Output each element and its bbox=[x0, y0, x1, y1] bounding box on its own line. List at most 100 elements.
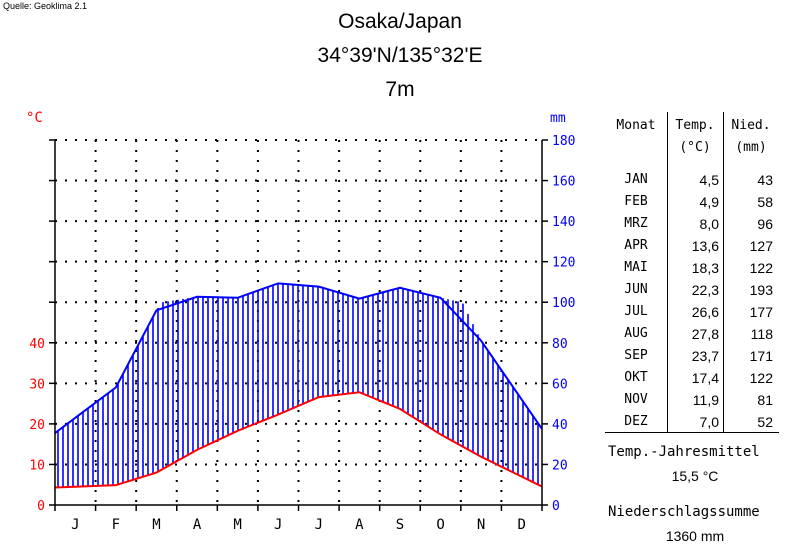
table-row: APR 13,6 127 bbox=[605, 238, 795, 260]
left-axis-tick-label: 0 bbox=[37, 499, 45, 514]
table-row: NOV 11,9 81 bbox=[605, 392, 795, 414]
row-precip: 52 bbox=[757, 414, 773, 430]
left-axis-tick-label: 10 bbox=[29, 458, 45, 473]
row-month: OKT bbox=[624, 370, 648, 385]
row-precip: 171 bbox=[749, 348, 773, 364]
precipitation-area bbox=[54, 282, 543, 488]
row-precip: 96 bbox=[757, 216, 773, 232]
table-row: MAI 18,3 122 bbox=[605, 260, 795, 282]
month-label: J bbox=[71, 517, 79, 533]
row-temp: 4,9 bbox=[699, 194, 719, 210]
row-temp: 11,9 bbox=[692, 392, 719, 408]
annual-temp-value: 15,5 °C bbox=[671, 468, 719, 484]
table-row: SEP 23,7 171 bbox=[605, 348, 795, 370]
row-month: APR bbox=[624, 238, 648, 253]
month-label: S bbox=[396, 517, 404, 533]
table-row: JAN 4,5 43 bbox=[605, 172, 795, 194]
left-axis-tick-label: 40 bbox=[29, 337, 45, 352]
row-temp: 4,5 bbox=[699, 172, 719, 188]
table-divider-2 bbox=[723, 112, 724, 432]
right-axis-tick-label: 60 bbox=[552, 377, 568, 392]
row-month: AUG bbox=[624, 326, 648, 341]
row-month: MRZ bbox=[624, 216, 648, 231]
right-axis-tick-label: 100 bbox=[552, 296, 575, 311]
row-temp: 13,6 bbox=[691, 238, 719, 254]
row-temp: 17,4 bbox=[691, 370, 719, 386]
chart-title-elevation: 7m bbox=[385, 78, 415, 101]
left-axis-tick-label: 30 bbox=[29, 377, 45, 392]
row-precip: 58 bbox=[757, 194, 773, 210]
header-temp: Temp. bbox=[675, 118, 715, 133]
table-row: DEZ 7,0 52 bbox=[605, 414, 795, 436]
month-label: N bbox=[477, 517, 485, 533]
header-temp-unit: (°C) bbox=[679, 140, 711, 155]
table-row: JUN 22,3 193 bbox=[605, 282, 795, 304]
row-precip: 81 bbox=[757, 392, 773, 408]
month-label: A bbox=[193, 517, 202, 533]
right-axis-tick-label: 140 bbox=[552, 215, 575, 230]
row-precip: 177 bbox=[749, 304, 773, 320]
climate-chart: 0 10 20 30 40 0 20 40 60 80 100 120 140 160 180 °C mm J F M… bbox=[26, 110, 575, 533]
row-month: NOV bbox=[624, 392, 648, 407]
right-axis-unit: mm bbox=[550, 111, 566, 126]
row-temp: 7,0 bbox=[699, 414, 719, 430]
table-divider-1 bbox=[667, 112, 668, 432]
row-temp: 23,7 bbox=[691, 348, 719, 364]
annual-precip-value: 1360 mm bbox=[665, 528, 725, 544]
row-temp: 22,3 bbox=[691, 282, 719, 298]
temperature-line bbox=[54, 391, 543, 489]
row-month: JUL bbox=[624, 304, 648, 319]
precipitation-line bbox=[54, 282, 543, 434]
row-temp: 27,8 bbox=[691, 326, 719, 342]
header-precip-unit: (mm) bbox=[735, 140, 767, 155]
month-label: O bbox=[436, 517, 444, 533]
annual-precip-label: Niederschlagssumme bbox=[608, 504, 760, 520]
left-axis-tick-label: 20 bbox=[29, 418, 45, 433]
row-temp: 18,3 bbox=[691, 260, 719, 276]
right-axis-tick-label: 120 bbox=[552, 256, 575, 271]
row-month: JAN bbox=[624, 172, 648, 187]
right-axis-tick-label: 20 bbox=[552, 458, 568, 473]
row-temp: 8,0 bbox=[699, 216, 719, 232]
chart-title-coordinates: 34°39'N/135°32'E bbox=[317, 44, 483, 67]
table-row: OKT 17,4 122 bbox=[605, 370, 795, 392]
row-temp: 26,6 bbox=[691, 304, 719, 320]
source-note: Quelle: Geoklima 2.1 bbox=[3, 1, 88, 11]
month-label: J bbox=[315, 517, 323, 533]
right-axis-tick-label: 80 bbox=[552, 337, 568, 352]
table-bottom-rule bbox=[605, 432, 779, 433]
row-precip: 193 bbox=[749, 282, 773, 298]
month-label: A bbox=[355, 517, 364, 533]
month-label: D bbox=[517, 517, 525, 533]
chart-grid bbox=[55, 139, 542, 505]
row-precip: 122 bbox=[749, 260, 773, 276]
header-precip: Nied. bbox=[731, 118, 771, 133]
row-month: DEZ bbox=[624, 414, 648, 429]
left-axis-unit: °C bbox=[26, 110, 43, 126]
row-precip: 43 bbox=[757, 172, 773, 188]
month-label: J bbox=[274, 517, 282, 533]
right-axis-tick-label: 180 bbox=[552, 134, 575, 149]
right-axis-tick-label: 0 bbox=[552, 499, 560, 514]
table-row: AUG 27,8 118 bbox=[605, 326, 795, 348]
table-row: MRZ 8,0 96 bbox=[605, 216, 795, 238]
chart-axes bbox=[49, 139, 548, 511]
chart-title-city: Osaka/Japan bbox=[338, 10, 462, 33]
row-precip: 118 bbox=[750, 326, 773, 342]
row-month: FEB bbox=[624, 194, 648, 209]
table-row: FEB 4,9 58 bbox=[605, 194, 795, 216]
annual-temp-label: Temp.-Jahresmittel bbox=[608, 444, 760, 460]
row-month: JUN bbox=[624, 282, 648, 297]
right-axis-tick-label: 160 bbox=[552, 175, 575, 190]
row-precip: 122 bbox=[749, 370, 773, 386]
row-month: MAI bbox=[624, 260, 648, 275]
temperature-series-line bbox=[54, 391, 543, 489]
right-axis-tick-label: 40 bbox=[552, 418, 568, 433]
header-month: Monat bbox=[616, 118, 656, 133]
row-precip: 127 bbox=[749, 238, 773, 254]
table-row: JUL 26,6 177 bbox=[605, 304, 795, 326]
row-month: SEP bbox=[624, 348, 648, 363]
chart-labels: 0 10 20 30 40 0 20 40 60 80 100 120 140 160 180 °C mm J F M… bbox=[26, 110, 575, 533]
month-label: M bbox=[152, 517, 160, 533]
month-label: F bbox=[112, 517, 120, 533]
